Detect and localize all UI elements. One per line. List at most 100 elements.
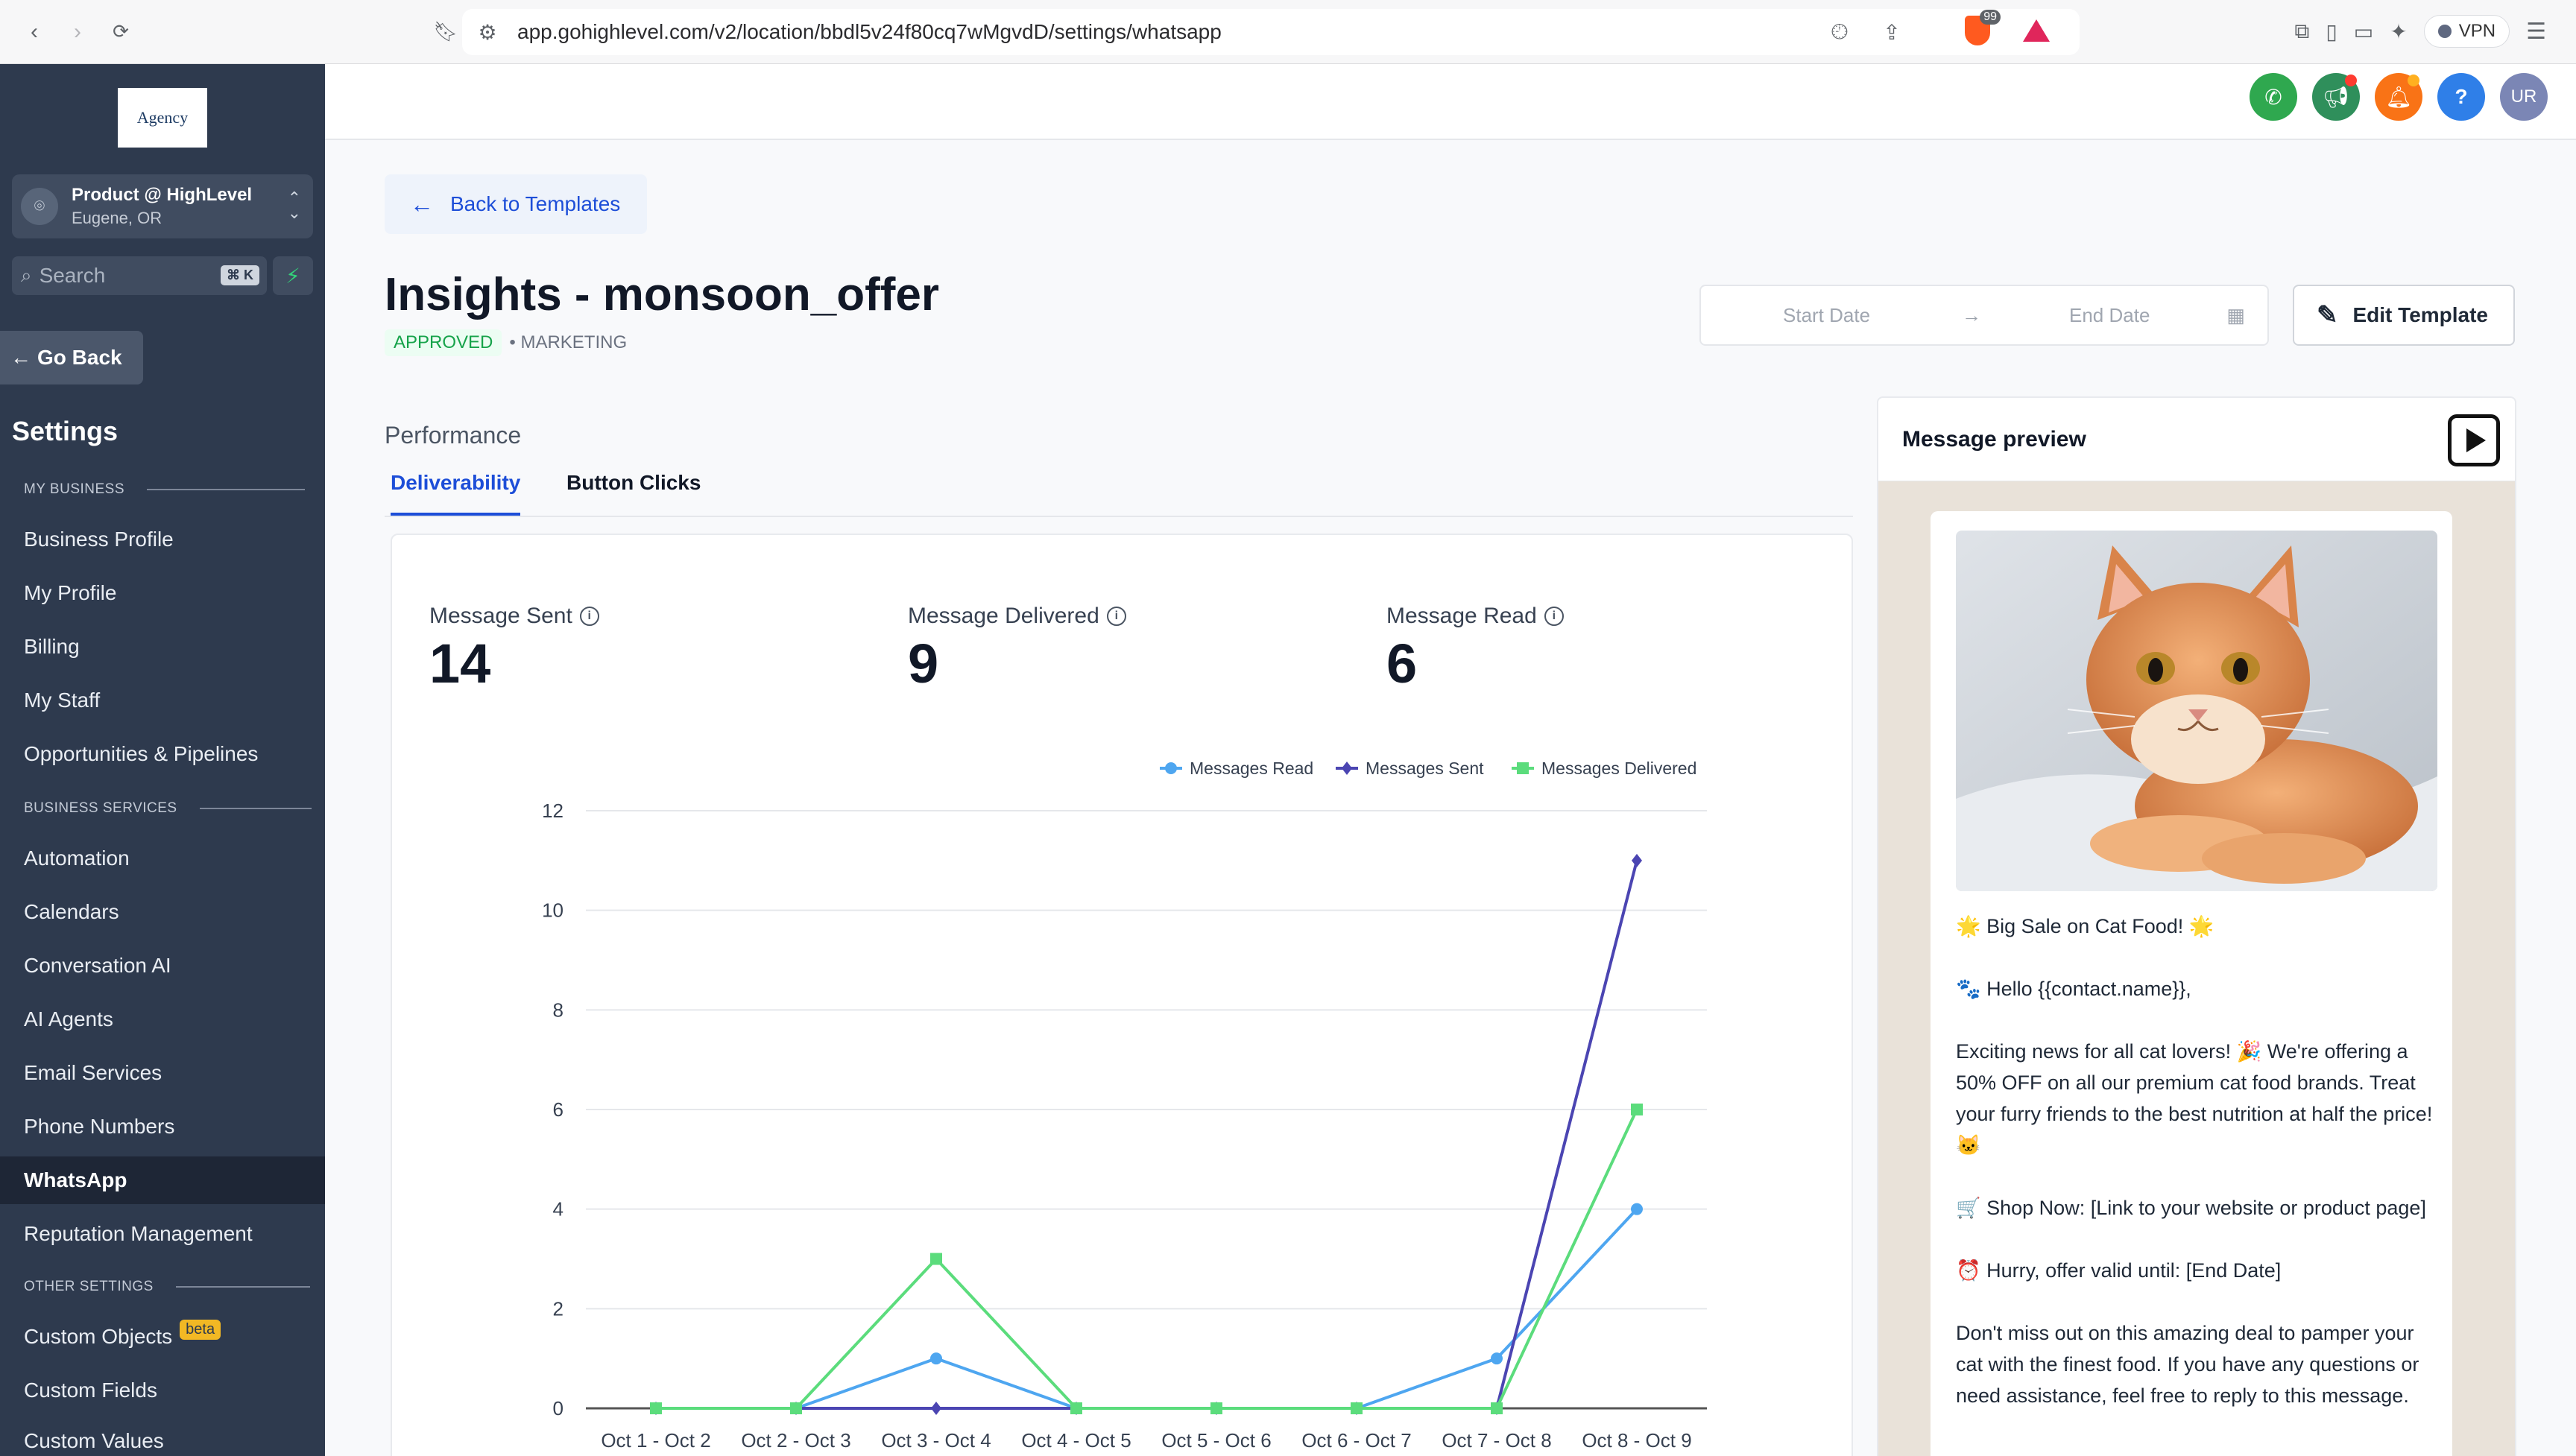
go-back-button[interactable]: ← Go Back (0, 331, 143, 384)
edit-template-button[interactable]: ✎ Edit Template (2293, 285, 2515, 346)
data-point (1632, 853, 1642, 867)
message-line: Exciting news for all cat lovers! 🎉 We'r… (1956, 1040, 2438, 1156)
agency-logo[interactable]: Agency (118, 88, 207, 148)
section-my-business: MY BUSINESS (24, 481, 306, 498)
back-arrow-icon[interactable]: ‹ (31, 19, 38, 44)
history-icon[interactable]: 🕘︎ (1831, 19, 1849, 43)
deliverability-line-chart: 0 2 4 6 8 10 12 Oct 1 - Oct 2 Oct 2 - Oct 3 Oct 3… (542, 759, 1707, 1452)
brave-rewards-icon[interactable] (2023, 19, 2050, 42)
sidebar-toggle-icon[interactable]: ▯ (2326, 19, 2337, 43)
sidebar-search[interactable]: ⌕ Search ⌘ K (12, 256, 267, 295)
x-tick-label: Oct 2 - Oct 3 (741, 1429, 850, 1452)
location-icon: ⌾ (21, 188, 58, 225)
leo-ai-icon[interactable]: ✦ (2390, 19, 2408, 43)
sidebar-item-label: Billing (24, 635, 80, 658)
sidebar-item-custom-values[interactable]: Custom Values (0, 1420, 325, 1456)
y-tick-label: 2 (553, 1297, 564, 1320)
data-point (931, 1402, 941, 1415)
help-icon[interactable]: ? (2437, 73, 2485, 121)
section-divider (175, 1286, 310, 1288)
x-tick-label: Oct 6 - Oct 7 (1301, 1429, 1411, 1452)
legend-marker (1517, 762, 1529, 774)
x-tick-label: Oct 3 - Oct 4 (881, 1429, 991, 1452)
sidebar-item-label: My Staff (24, 689, 101, 712)
vpn-button[interactable]: VPN (2423, 15, 2510, 48)
address-bar[interactable]: ⚙︎ app.gohighlevel.com/v2/location/bbdl5… (462, 9, 2080, 55)
info-icon[interactable]: i (579, 607, 599, 626)
browser-extensions: ⧉ ▯ ▭ ✦ VPN ☰ (2294, 15, 2546, 48)
wallet-icon[interactable]: ▭ (2353, 19, 2374, 43)
legend-label: Messages Sent (1366, 759, 1484, 778)
y-tick-label: 8 (553, 998, 564, 1021)
edit-template-label: Edit Template (2352, 303, 2489, 326)
go-back-label: Go Back (37, 346, 122, 369)
message-text: 🌟 Big Sale on Cat Food! 🌟 🐾 Hello {{cont… (1956, 911, 2440, 1443)
play-triangle (2466, 428, 2486, 452)
x-tick-label: Oct 7 - Oct 8 (1442, 1429, 1551, 1452)
stat-message-delivered: Message Delivered i 9 (908, 604, 1126, 695)
bell-icon[interactable]: 🔔︎ (2375, 73, 2422, 121)
template-status-row: APPROVED • MARKETING (385, 329, 627, 356)
sidebar-item-ai-agents[interactable]: AI Agents (0, 996, 325, 1043)
sidebar-item-custom-objects[interactable]: Custom Objects beta (0, 1313, 325, 1361)
site-settings-icon[interactable]: ⚙︎ (478, 20, 497, 44)
data-point (1491, 1352, 1503, 1365)
sidebar-item-label: Opportunities & Pipelines (24, 742, 259, 765)
back-to-templates-button[interactable]: ← Back to Templates (385, 174, 647, 234)
play-icon[interactable] (2448, 414, 2500, 466)
sidebar-item-whatsapp[interactable]: WhatsApp (0, 1156, 325, 1204)
phone-icon[interactable]: ✆ (2250, 73, 2297, 121)
notification-dot (2345, 75, 2357, 86)
quick-actions-bolt-icon[interactable]: ⚡︎ (273, 256, 313, 295)
share-icon[interactable]: ⇪ (1883, 20, 1901, 44)
preview-title: Message preview (1902, 426, 2086, 452)
avatar[interactable]: UR (2500, 73, 2548, 121)
brave-shield-icon[interactable]: 99 (1965, 10, 2001, 45)
menu-icon[interactable]: ☰ (2526, 19, 2546, 44)
tab-deliverability[interactable]: Deliverability (391, 471, 521, 494)
sidebar-item-custom-fields[interactable]: Custom Fields (0, 1367, 325, 1414)
sidebar-item-email-services[interactable]: Email Services (0, 1049, 325, 1097)
account-switcher[interactable]: ⌾ Product @ HighLevel Eugene, OR ⌃ ⌄ (12, 174, 313, 238)
sidebar-item-calendars[interactable]: Calendars (0, 888, 325, 936)
date-range-picker[interactable]: Start Date → End Date ▦ (1699, 285, 2269, 346)
sidebar-item-label: Business Profile (24, 528, 174, 551)
arrow-left-icon: ← (10, 346, 31, 369)
sidebar-item-opportunities[interactable]: Opportunities & Pipelines (0, 730, 325, 778)
message-bubble: 🌟 Big Sale on Cat Food! 🌟 🐾 Hello {{cont… (1931, 511, 2452, 1456)
data-point (1351, 1402, 1363, 1414)
tab-button-clicks[interactable]: Button Clicks (566, 471, 701, 494)
sidebar-item-label: Reputation Management (24, 1222, 253, 1245)
end-date-input[interactable]: End Date (2069, 303, 2150, 326)
sidebar-item-my-profile[interactable]: My Profile (0, 569, 325, 617)
megaphone-icon[interactable]: 📢︎ (2312, 73, 2360, 121)
settings-sidebar: Agency ⌾ Product @ HighLevel Eugene, OR … (0, 64, 325, 1456)
sidebar-item-reputation-management[interactable]: Reputation Management (0, 1210, 325, 1258)
y-tick-label: 12 (542, 800, 564, 822)
notification-dot (2408, 75, 2419, 86)
forward-arrow-icon[interactable]: › (74, 19, 81, 44)
bookmark-icon[interactable]: 🔖︎ (433, 19, 458, 42)
beta-badge: beta (180, 1319, 221, 1340)
search-placeholder: Search (39, 264, 106, 287)
sidebar-item-label: AI Agents (24, 1007, 113, 1031)
sidebar-item-business-profile[interactable]: Business Profile (0, 516, 325, 563)
info-icon[interactable]: i (1106, 607, 1126, 626)
x-tick-label: Oct 1 - Oct 2 (601, 1429, 710, 1452)
account-name: Product @ HighLevel (72, 185, 253, 205)
info-icon[interactable]: i (1544, 607, 1564, 626)
extensions-icon[interactable]: ⧉ (2294, 19, 2310, 42)
sidebar-item-conversation-ai[interactable]: Conversation AI (0, 942, 325, 990)
cat-image (1956, 531, 2437, 891)
data-point (650, 1402, 662, 1414)
sidebar-item-phone-numbers[interactable]: Phone Numbers (0, 1103, 325, 1150)
arrow-right-icon: → (1962, 303, 1981, 326)
sidebar-item-automation[interactable]: Automation (0, 835, 325, 882)
active-tab-indicator (391, 513, 520, 516)
sidebar-item-label: Custom Fields (24, 1379, 157, 1402)
sidebar-item-my-staff[interactable]: My Staff (0, 677, 325, 724)
start-date-input[interactable]: Start Date (1783, 303, 1871, 326)
reload-icon[interactable]: ⟳ (113, 20, 129, 42)
brave-badge: 99 (1980, 10, 2001, 25)
sidebar-item-billing[interactable]: Billing (0, 623, 325, 671)
